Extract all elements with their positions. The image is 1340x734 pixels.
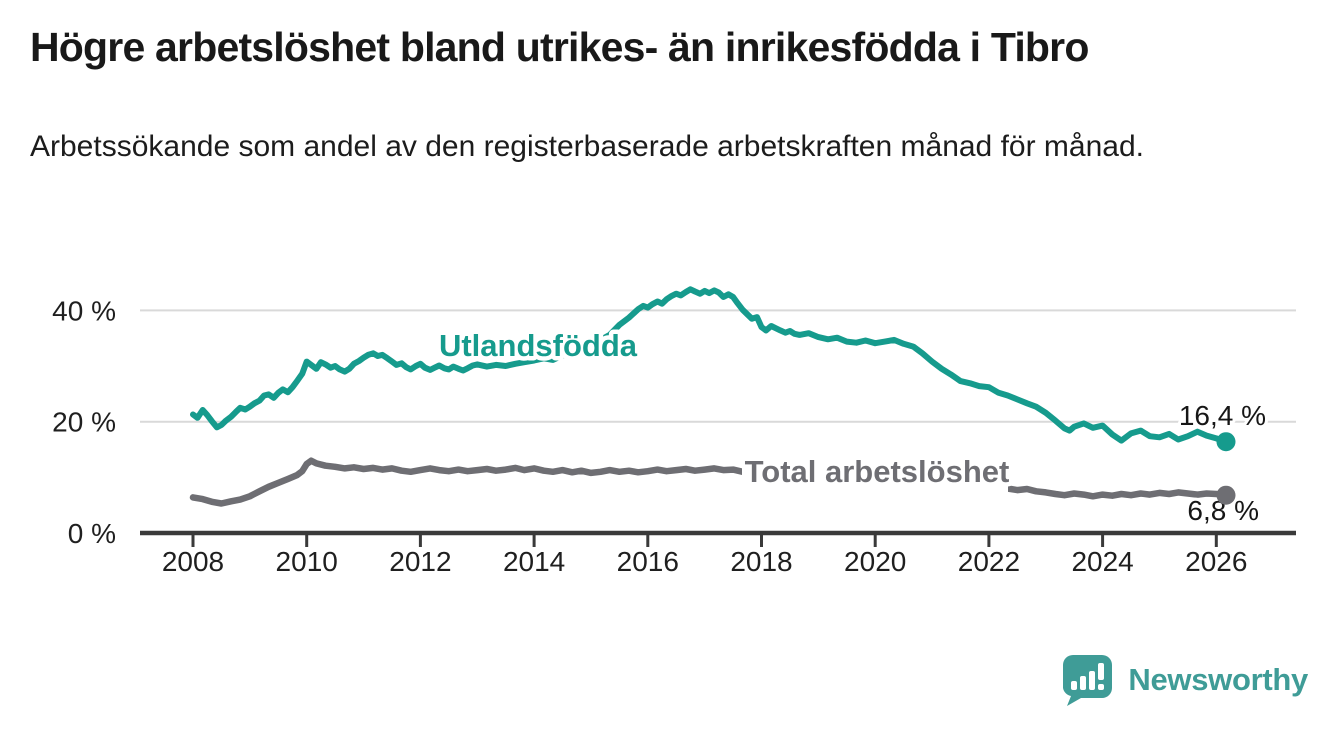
series-end-dot-utlandsfodda: [1216, 432, 1236, 452]
x-tick-label: 2016: [617, 546, 679, 577]
axes: 0 % 20 % 40 % 2008 2010 2012 2014 2016 2018 2020 2…: [52, 295, 1296, 577]
newsworthy-logo: Newsworthy: [1061, 654, 1308, 706]
y-tick-label: 40 %: [52, 295, 116, 326]
x-tick-label: 2026: [1185, 546, 1247, 577]
y-tick-label: 20 %: [52, 407, 116, 438]
page-title: Högre arbetslöshet bland utrikes- än inr…: [30, 24, 1089, 70]
series-total-line: [189, 457, 1230, 507]
x-tick-label: 2014: [503, 546, 565, 577]
gridlines: [140, 309, 1296, 423]
x-tick-label: 2024: [1071, 546, 1133, 577]
series-end-dot-total: [1216, 485, 1236, 505]
series-labels: Utlandsfödda Total arbetslöshet: [434, 324, 1013, 494]
x-tick-label: 2010: [276, 546, 338, 577]
newsworthy-logo-text: Newsworthy: [1128, 662, 1308, 697]
series-label-utlandsfodda: Utlandsfödda: [439, 328, 638, 363]
newsworthy-logo-icon: [1063, 655, 1113, 706]
total-label-mask: [742, 452, 1008, 492]
x-tick-label: 2012: [389, 546, 451, 577]
series-utlandsfodda-line: [190, 286, 1229, 445]
end-label-utlandsfodda: 16,4 %: [1179, 400, 1266, 431]
series-label-total: Total arbetslöshet: [745, 454, 1010, 489]
speech-bubble-shape: [1063, 655, 1113, 706]
mini-bar-chart-glyph: [1071, 663, 1105, 690]
x-tick-label: 2008: [162, 546, 224, 577]
end-value-labels: 16,4 % 6,8 %: [1176, 397, 1269, 529]
x-tick-label: 2022: [958, 546, 1020, 577]
x-tick-label: 2018: [730, 546, 792, 577]
x-tick-label: 2020: [844, 546, 906, 577]
y-tick-label: 0 %: [68, 518, 116, 549]
chart-subtitle: Arbetssökande som andel av den registerb…: [30, 130, 1144, 163]
line-chart: 0 % 20 % 40 % 2008 2010 2012 2014 2016 2018 2020 2…: [52, 286, 1296, 577]
